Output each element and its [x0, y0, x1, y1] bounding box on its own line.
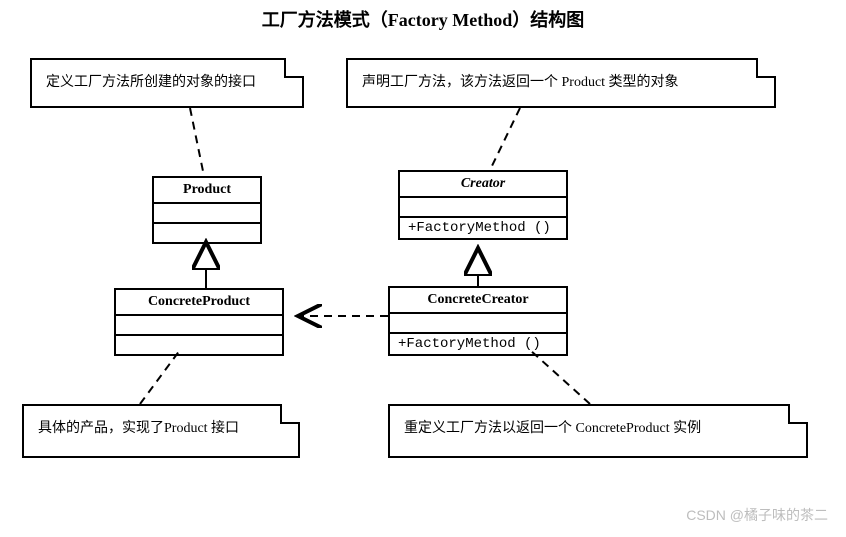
note-text: 具体的产品，实现了Product 接口 [38, 421, 239, 436]
watermark: CSDN @橘子味的茶二 [686, 505, 828, 525]
class-name: ConcreteProduct [116, 290, 282, 316]
note-text: 定义工厂方法所创建的对象的接口 [46, 75, 256, 90]
class-ops: +FactoryMethod () [390, 334, 566, 354]
class-attrs [116, 316, 282, 336]
class-attrs [154, 204, 260, 224]
class-ops [154, 224, 260, 242]
class-concrete-creator: ConcreteCreator +FactoryMethod () [388, 286, 568, 356]
class-name: ConcreteCreator [390, 288, 566, 314]
class-name: Product [154, 178, 260, 204]
class-ops: +FactoryMethod () [400, 218, 566, 238]
note-text: 重定义工厂方法以返回一个 ConcreteProduct 实例 [404, 421, 701, 436]
note-concrete-product: 具体的产品，实现了Product 接口 [22, 404, 300, 458]
class-creator: Creator +FactoryMethod () [398, 170, 568, 240]
class-ops [116, 336, 282, 354]
class-product: Product [152, 176, 262, 244]
note-product: 定义工厂方法所创建的对象的接口 [30, 58, 304, 108]
note-concrete-creator: 重定义工厂方法以返回一个 ConcreteProduct 实例 [388, 404, 808, 458]
note-creator: 声明工厂方法，该方法返回一个 Product 类型的对象 [346, 58, 776, 108]
diagram-title: 工厂方法模式（Factory Method）结构图 [0, 6, 846, 32]
class-attrs [400, 198, 566, 218]
note-text: 声明工厂方法，该方法返回一个 Product 类型的对象 [362, 75, 679, 90]
class-attrs [390, 314, 566, 334]
class-concrete-product: ConcreteProduct [114, 288, 284, 356]
class-name: Creator [400, 172, 566, 198]
